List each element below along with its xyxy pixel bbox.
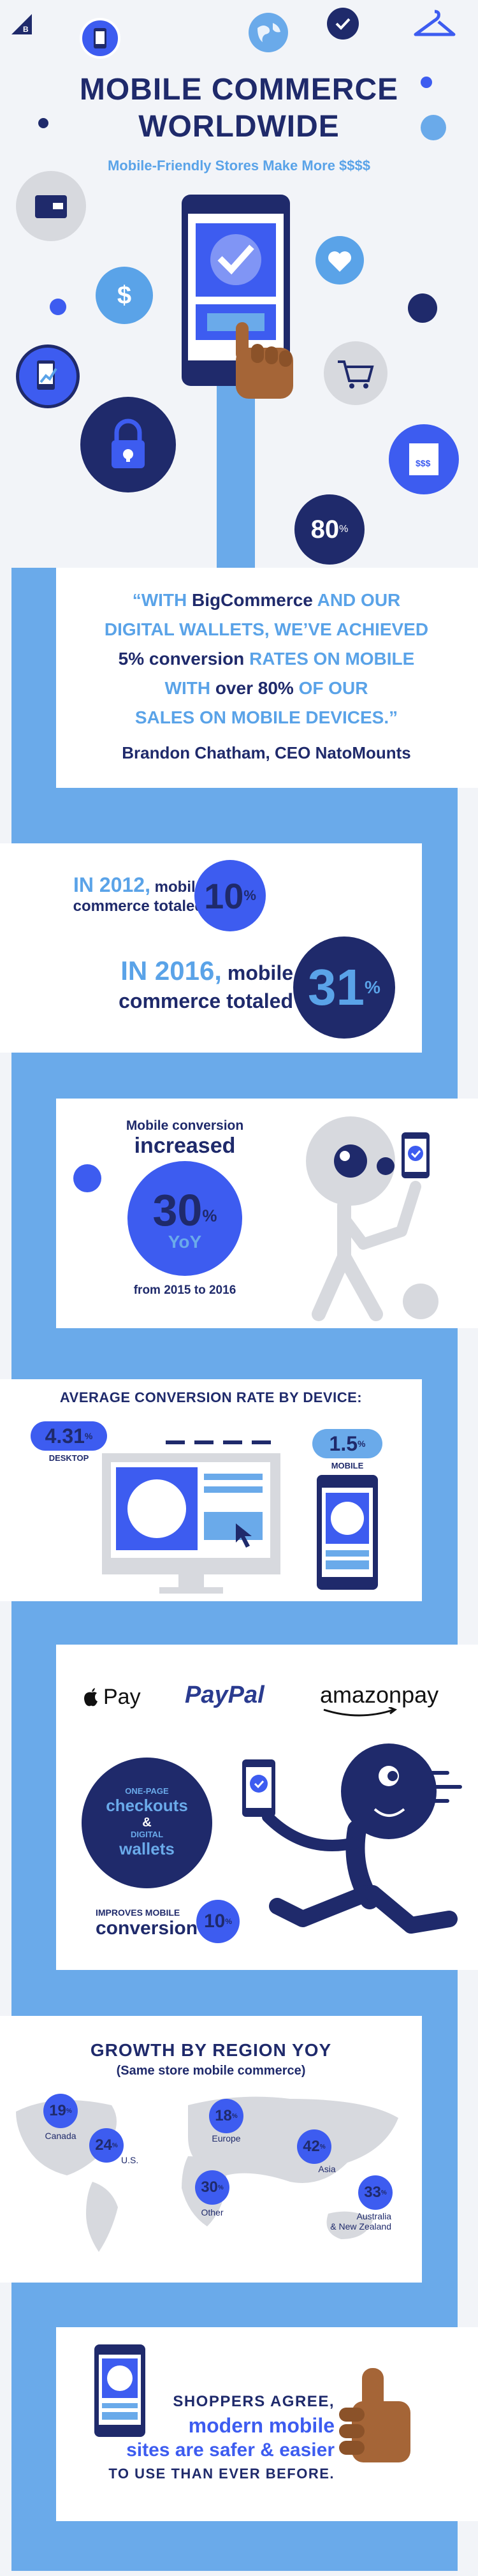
region-label-canada: Canada <box>45 2131 76 2141</box>
page-subtitle: Mobile-Friendly Stores Make More $$$$ <box>107 158 371 174</box>
phone-icon <box>80 18 120 59</box>
conversion-line1: Mobile conversion <box>126 1118 244 1133</box>
stat-2012-circle: 10% <box>194 860 266 931</box>
badge-unit: % <box>339 524 349 535</box>
device-title: AVERAGE CONVERSION RATE BY DEVICE: <box>59 1389 363 1405</box>
region-bubble-us: 24% <box>89 2128 124 2163</box>
bigcommerce-logo[interactable]: B <box>9 11 34 37</box>
region-label-us: U.S. <box>121 2155 139 2165</box>
desktop-illustration <box>102 1435 280 1595</box>
region-label-australia: Australia & New Zealand <box>330 2211 391 2232</box>
improves-circle: 10% <box>196 1900 240 1943</box>
stat-2016-circle: 31% <box>293 936 395 1039</box>
region-label-other: Other <box>201 2207 224 2217</box>
region-bubble-europe: 18% <box>209 2099 243 2133</box>
growth-phone-icon <box>16 344 80 408</box>
growth-title: GROWTH BY REGION YOY <box>90 2040 332 2060</box>
decor-dot <box>38 118 48 128</box>
receipt-icon: $$$ <box>389 424 459 494</box>
heart-icon <box>315 236 364 285</box>
footer-phone-illustration <box>94 2344 145 2437</box>
cart-icon <box>324 341 387 405</box>
stat-badge-80: 80% <box>294 494 365 565</box>
badge-value: 80 <box>310 515 340 544</box>
improves-line2: conversion <box>96 1918 198 1939</box>
growth-subtitle: (Same store mobile commerce) <box>116 2064 306 2078</box>
pointing-hand <box>229 322 300 405</box>
apple-logo <box>84 1688 98 1706</box>
testimonial-quote: “WITH BigCommerce AND OUR DIGITAL WALLET… <box>104 590 429 727</box>
region-bubble-other: 30% <box>195 2170 229 2205</box>
region-label-europe: Europe <box>212 2133 241 2143</box>
decor-dot <box>421 115 446 140</box>
page-title: MOBILE COMMERCE WORLDWIDE <box>0 71 478 145</box>
decor-dot <box>50 299 66 315</box>
apple-pay-logo[interactable]: Pay <box>83 1684 172 1710</box>
region-label-asia: Asia <box>318 2164 336 2174</box>
stat-2016-text: IN 2016, mobile commerce totaled <box>119 956 293 1013</box>
thumbs-up-icon <box>337 2368 413 2464</box>
conversion-line2: increased <box>134 1134 236 1158</box>
decor-dot <box>73 1164 101 1192</box>
title-line2: WORLDWIDE <box>138 110 340 144</box>
mobile-badge: 1.5% <box>312 1429 382 1458</box>
desktop-label: DESKTOP <box>48 1453 89 1463</box>
dollar-icon: $ <box>96 267 153 324</box>
title-line1: MOBILE COMMERCE <box>79 73 399 107</box>
gray-figure-illustration <box>274 1110 472 1327</box>
stat-2012-text: IN 2012, mobile commerce totaled <box>73 873 204 915</box>
quote-author: Brandon Chatham, CEO NatoMounts <box>122 743 411 762</box>
svg-text:B: B <box>23 25 29 34</box>
region-bubble-australia: 33% <box>358 2175 393 2210</box>
region-bubble-canada: 19% <box>43 2094 78 2128</box>
globe-icon <box>249 13 288 52</box>
checkout-circle: ONE-PAGE checkouts & DIGITAL wallets <box>82 1758 212 1888</box>
mobile-label: MOBILE <box>331 1461 364 1470</box>
padlock-icon <box>80 397 176 492</box>
conversion-period: from 2015 to 2016 <box>133 1284 236 1297</box>
wallet-icon <box>16 171 86 241</box>
svg-text:$$$: $$$ <box>416 458 431 468</box>
amazon-pay-logo[interactable]: amazonpay <box>320 1682 460 1717</box>
quote-panel <box>56 568 478 788</box>
mobile-illustration <box>317 1475 378 1590</box>
conversion-circle: 30% YoY <box>127 1161 242 1276</box>
footer-text: SHOPPERS AGREE, modern mobile sites are … <box>108 2393 335 2482</box>
running-figure-illustration <box>229 1734 472 1964</box>
decor-dot <box>421 77 432 88</box>
improves-line1: IMPROVES MOBILE <box>96 1907 180 1918</box>
hanger-icon <box>411 6 458 43</box>
checkmark-badge-icon <box>327 8 359 40</box>
region-bubble-asia: 42% <box>297 2129 331 2164</box>
decor-dot <box>408 293 437 323</box>
desktop-badge: 4.31% <box>31 1421 107 1451</box>
paypal-logo[interactable]: PayPal <box>185 1682 264 1708</box>
